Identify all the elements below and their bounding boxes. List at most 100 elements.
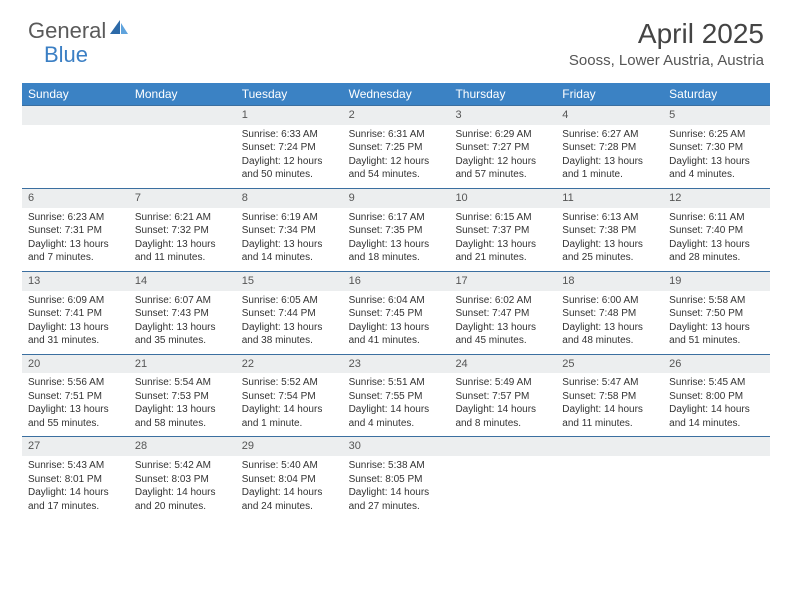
sunrise-text: Sunrise: 5:49 AM [455,376,550,390]
daylight-text: Daylight: 13 hours and 7 minutes. [28,238,123,265]
day-body: Sunrise: 5:42 AMSunset: 8:03 PMDaylight:… [129,456,236,519]
daylight-text: Daylight: 14 hours and 17 minutes. [28,486,123,513]
daylight-text: Daylight: 13 hours and 51 minutes. [669,321,764,348]
title-block: April 2025 Sooss, Lower Austria, Austria [569,18,764,69]
logo-text-blue: Blue [44,42,88,67]
day-body: Sunrise: 5:51 AMSunset: 7:55 PMDaylight:… [343,373,450,436]
day-cell: 18Sunrise: 6:00 AMSunset: 7:48 PMDayligh… [556,271,663,354]
day-number: 3 [449,105,556,125]
day-cell: 5Sunrise: 6:25 AMSunset: 7:30 PMDaylight… [663,105,770,188]
day-number: 6 [22,188,129,208]
day-header-sun: Sunday [22,83,129,105]
sunrise-text: Sunrise: 6:29 AM [455,128,550,142]
day-cell: 1Sunrise: 6:33 AMSunset: 7:24 PMDaylight… [236,105,343,188]
day-number: 28 [129,436,236,456]
sunset-text: Sunset: 7:24 PM [242,141,337,155]
location-label: Sooss, Lower Austria, Austria [569,52,764,69]
daylight-text: Daylight: 14 hours and 4 minutes. [349,403,444,430]
day-number: 12 [663,188,770,208]
sunrise-text: Sunrise: 5:56 AM [28,376,123,390]
sunset-text: Sunset: 8:00 PM [669,390,764,404]
day-number: 24 [449,354,556,374]
day-cell: 29Sunrise: 5:40 AMSunset: 8:04 PMDayligh… [236,436,343,519]
sunrise-text: Sunrise: 6:13 AM [562,211,657,225]
day-number: 10 [449,188,556,208]
day-body: Sunrise: 6:02 AMSunset: 7:47 PMDaylight:… [449,291,556,354]
day-cell: 17Sunrise: 6:02 AMSunset: 7:47 PMDayligh… [449,271,556,354]
sunrise-text: Sunrise: 5:43 AM [28,459,123,473]
day-number: 1 [236,105,343,125]
day-number: 18 [556,271,663,291]
day-cell [22,105,129,188]
daylight-text: Daylight: 14 hours and 8 minutes. [455,403,550,430]
day-number: 30 [343,436,450,456]
day-body: Sunrise: 5:43 AMSunset: 8:01 PMDaylight:… [22,456,129,519]
sunrise-text: Sunrise: 6:02 AM [455,294,550,308]
sunrise-text: Sunrise: 5:40 AM [242,459,337,473]
day-number: 15 [236,271,343,291]
day-number: 23 [343,354,450,374]
day-header-thu: Thursday [449,83,556,105]
sunset-text: Sunset: 7:50 PM [669,307,764,321]
day-number: 25 [556,354,663,374]
day-body: Sunrise: 6:19 AMSunset: 7:34 PMDaylight:… [236,208,343,271]
sunrise-text: Sunrise: 5:54 AM [135,376,230,390]
day-body [556,456,663,512]
sunset-text: Sunset: 7:44 PM [242,307,337,321]
day-body: Sunrise: 6:11 AMSunset: 7:40 PMDaylight:… [663,208,770,271]
day-body: Sunrise: 5:52 AMSunset: 7:54 PMDaylight:… [236,373,343,436]
day-body: Sunrise: 6:04 AMSunset: 7:45 PMDaylight:… [343,291,450,354]
day-number [129,105,236,125]
day-cell: 11Sunrise: 6:13 AMSunset: 7:38 PMDayligh… [556,188,663,271]
day-body: Sunrise: 5:45 AMSunset: 8:00 PMDaylight:… [663,373,770,436]
day-cell: 3Sunrise: 6:29 AMSunset: 7:27 PMDaylight… [449,105,556,188]
page-title: April 2025 [569,18,764,50]
sunset-text: Sunset: 7:57 PM [455,390,550,404]
sunset-text: Sunset: 7:41 PM [28,307,123,321]
day-number: 26 [663,354,770,374]
day-body [449,456,556,512]
week-row: 20Sunrise: 5:56 AMSunset: 7:51 PMDayligh… [22,354,770,437]
week-row: 1Sunrise: 6:33 AMSunset: 7:24 PMDaylight… [22,105,770,188]
week-row: 13Sunrise: 6:09 AMSunset: 7:41 PMDayligh… [22,271,770,354]
day-body: Sunrise: 6:07 AMSunset: 7:43 PMDaylight:… [129,291,236,354]
day-header-mon: Monday [129,83,236,105]
sunrise-text: Sunrise: 5:47 AM [562,376,657,390]
sunrise-text: Sunrise: 6:07 AM [135,294,230,308]
day-number: 5 [663,105,770,125]
day-cell: 19Sunrise: 5:58 AMSunset: 7:50 PMDayligh… [663,271,770,354]
daylight-text: Daylight: 13 hours and 1 minute. [562,155,657,182]
day-cell: 20Sunrise: 5:56 AMSunset: 7:51 PMDayligh… [22,354,129,437]
sunset-text: Sunset: 7:55 PM [349,390,444,404]
day-body: Sunrise: 5:54 AMSunset: 7:53 PMDaylight:… [129,373,236,436]
week-row: 27Sunrise: 5:43 AMSunset: 8:01 PMDayligh… [22,436,770,519]
day-cell: 6Sunrise: 6:23 AMSunset: 7:31 PMDaylight… [22,188,129,271]
day-cell: 23Sunrise: 5:51 AMSunset: 7:55 PMDayligh… [343,354,450,437]
daylight-text: Daylight: 13 hours and 38 minutes. [242,321,337,348]
sunrise-text: Sunrise: 6:21 AM [135,211,230,225]
day-cell [556,436,663,519]
day-cell: 30Sunrise: 5:38 AMSunset: 8:05 PMDayligh… [343,436,450,519]
day-body: Sunrise: 5:40 AMSunset: 8:04 PMDaylight:… [236,456,343,519]
sunset-text: Sunset: 7:38 PM [562,224,657,238]
sunset-text: Sunset: 8:04 PM [242,473,337,487]
day-number: 20 [22,354,129,374]
daylight-text: Daylight: 14 hours and 20 minutes. [135,486,230,513]
daylight-text: Daylight: 13 hours and 55 minutes. [28,403,123,430]
daylight-text: Daylight: 13 hours and 35 minutes. [135,321,230,348]
day-header-sat: Saturday [663,83,770,105]
daylight-text: Daylight: 13 hours and 28 minutes. [669,238,764,265]
calendar: Sunday Monday Tuesday Wednesday Thursday… [22,83,770,519]
daylight-text: Daylight: 12 hours and 54 minutes. [349,155,444,182]
day-body: Sunrise: 5:56 AMSunset: 7:51 PMDaylight:… [22,373,129,436]
sunset-text: Sunset: 7:51 PM [28,390,123,404]
daylight-text: Daylight: 14 hours and 27 minutes. [349,486,444,513]
logo-text-blue-wrap: Blue [44,42,88,68]
day-number: 8 [236,188,343,208]
sunrise-text: Sunrise: 5:51 AM [349,376,444,390]
sunrise-text: Sunrise: 6:17 AM [349,211,444,225]
day-cell: 9Sunrise: 6:17 AMSunset: 7:35 PMDaylight… [343,188,450,271]
day-body [129,125,236,181]
day-number: 29 [236,436,343,456]
sunset-text: Sunset: 7:48 PM [562,307,657,321]
